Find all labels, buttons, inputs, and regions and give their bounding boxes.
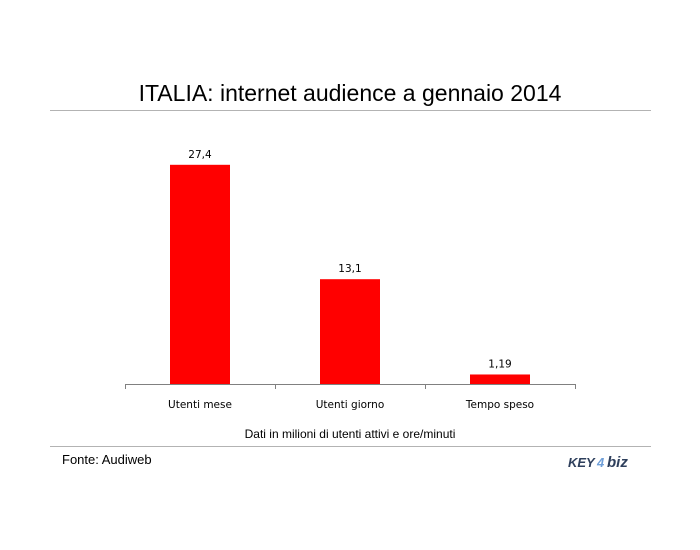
chart-title: ITALIA: internet audience a gennaio 2014: [138, 80, 562, 106]
bar-tempo-speso: [470, 374, 530, 384]
data-label: 27,4: [188, 149, 212, 161]
key4biz-logo: KEY 4 biz: [568, 454, 628, 471]
logo-four: 4: [596, 455, 605, 470]
title-divider: [50, 110, 651, 111]
data-label: 13,1: [338, 263, 361, 275]
x-tick-label: Utenti giorno: [316, 399, 385, 411]
logo-biz: biz: [607, 454, 628, 471]
bar-utenti-giorno: [320, 279, 380, 384]
chart-subtitle: Dati in milioni di utenti attivi e ore/m…: [244, 427, 456, 441]
x-tick-label: Tempo speso: [465, 399, 534, 411]
data-label: 1,19: [488, 358, 511, 370]
bar-utenti-mese: [170, 164, 230, 384]
footer-divider: [50, 446, 651, 447]
x-tick-label: Utenti mese: [168, 399, 232, 411]
source-note: Fonte: Audiweb: [62, 452, 152, 467]
logo-key: KEY: [568, 455, 596, 470]
